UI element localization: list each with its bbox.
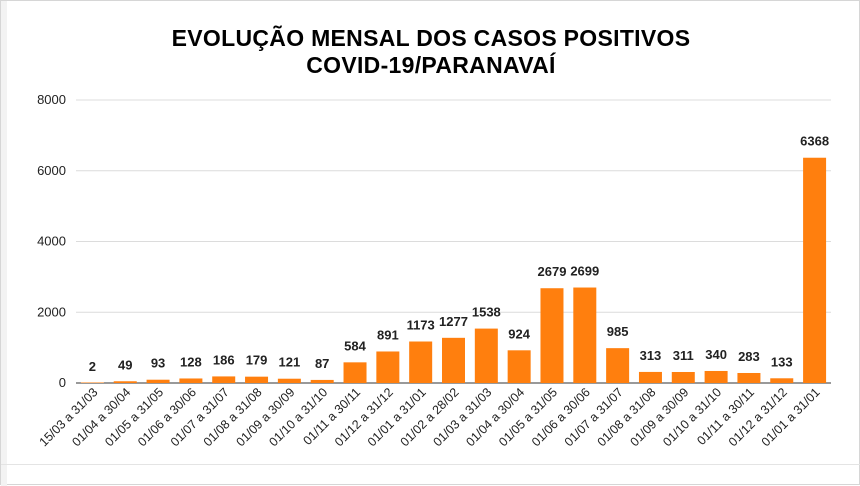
data-label: 311 <box>673 348 694 363</box>
bar <box>212 376 236 383</box>
data-label: 49 <box>118 357 132 372</box>
data-label: 2699 <box>570 264 599 279</box>
bar <box>573 287 597 383</box>
chart-title-line-1: EVOLUÇÃO MENSAL DOS CASOS POSITIVOS <box>171 25 691 51</box>
data-label: 87 <box>315 356 329 371</box>
gridlines <box>76 99 831 384</box>
data-label: 121 <box>279 355 301 370</box>
data-label: 2679 <box>538 264 567 279</box>
bar <box>277 378 301 383</box>
data-label: 891 <box>377 327 399 342</box>
chart-title-line-2: COVID-19/PARANAVAÍ <box>306 52 556 78</box>
bar <box>770 378 794 383</box>
cell-line <box>1 1 7 486</box>
data-label: 1277 <box>439 314 468 329</box>
bar <box>409 341 433 383</box>
bar <box>179 378 203 383</box>
data-label: 313 <box>640 348 662 363</box>
data-label: 1538 <box>472 305 501 320</box>
bar <box>442 337 465 383</box>
bar <box>146 379 170 383</box>
bar <box>606 348 630 383</box>
bar <box>737 372 761 383</box>
bar <box>245 376 269 383</box>
data-label: 924 <box>508 326 530 341</box>
y-tick-label: 4000 <box>37 234 66 249</box>
data-label: 1173 <box>407 318 435 333</box>
bar <box>507 350 531 383</box>
cell-line <box>1 464 860 465</box>
data-label: 128 <box>180 354 202 369</box>
data-label: 2 <box>89 359 96 374</box>
bar <box>343 362 367 383</box>
data-label: 186 <box>213 352 235 367</box>
data-label: 985 <box>607 324 629 339</box>
bar <box>803 157 827 383</box>
data-label: 179 <box>246 353 268 368</box>
chart-title: EVOLUÇÃO MENSAL DOS CASOS POSITIVOS COVI… <box>1 25 860 79</box>
y-tick-label: 6000 <box>37 163 66 178</box>
bar <box>376 351 400 383</box>
bar <box>704 370 728 383</box>
bars <box>80 157 827 383</box>
data-label: 6368 <box>800 134 829 149</box>
bar <box>113 381 137 383</box>
y-tick-label: 2000 <box>37 304 66 319</box>
bar <box>80 382 104 383</box>
y-tick-label: 0 <box>59 375 66 390</box>
bar <box>638 371 662 383</box>
data-label: 340 <box>705 347 727 362</box>
x-tick-label: 01/01 a 31/01 <box>759 385 823 449</box>
bar <box>671 371 695 383</box>
data-label: 584 <box>344 338 366 353</box>
data-labels: 2 49 93 128 186 179 121 87 584 891 1173 1277 1538 924… <box>89 134 829 374</box>
data-label: 93 <box>151 356 165 371</box>
y-tick-label: 8000 <box>37 92 66 107</box>
bar <box>474 328 498 383</box>
bar <box>540 288 564 383</box>
data-label: 283 <box>738 349 760 364</box>
bar <box>310 379 334 383</box>
y-axis: 0 2000 4000 6000 8000 <box>37 92 66 390</box>
data-label: 133 <box>771 354 793 369</box>
